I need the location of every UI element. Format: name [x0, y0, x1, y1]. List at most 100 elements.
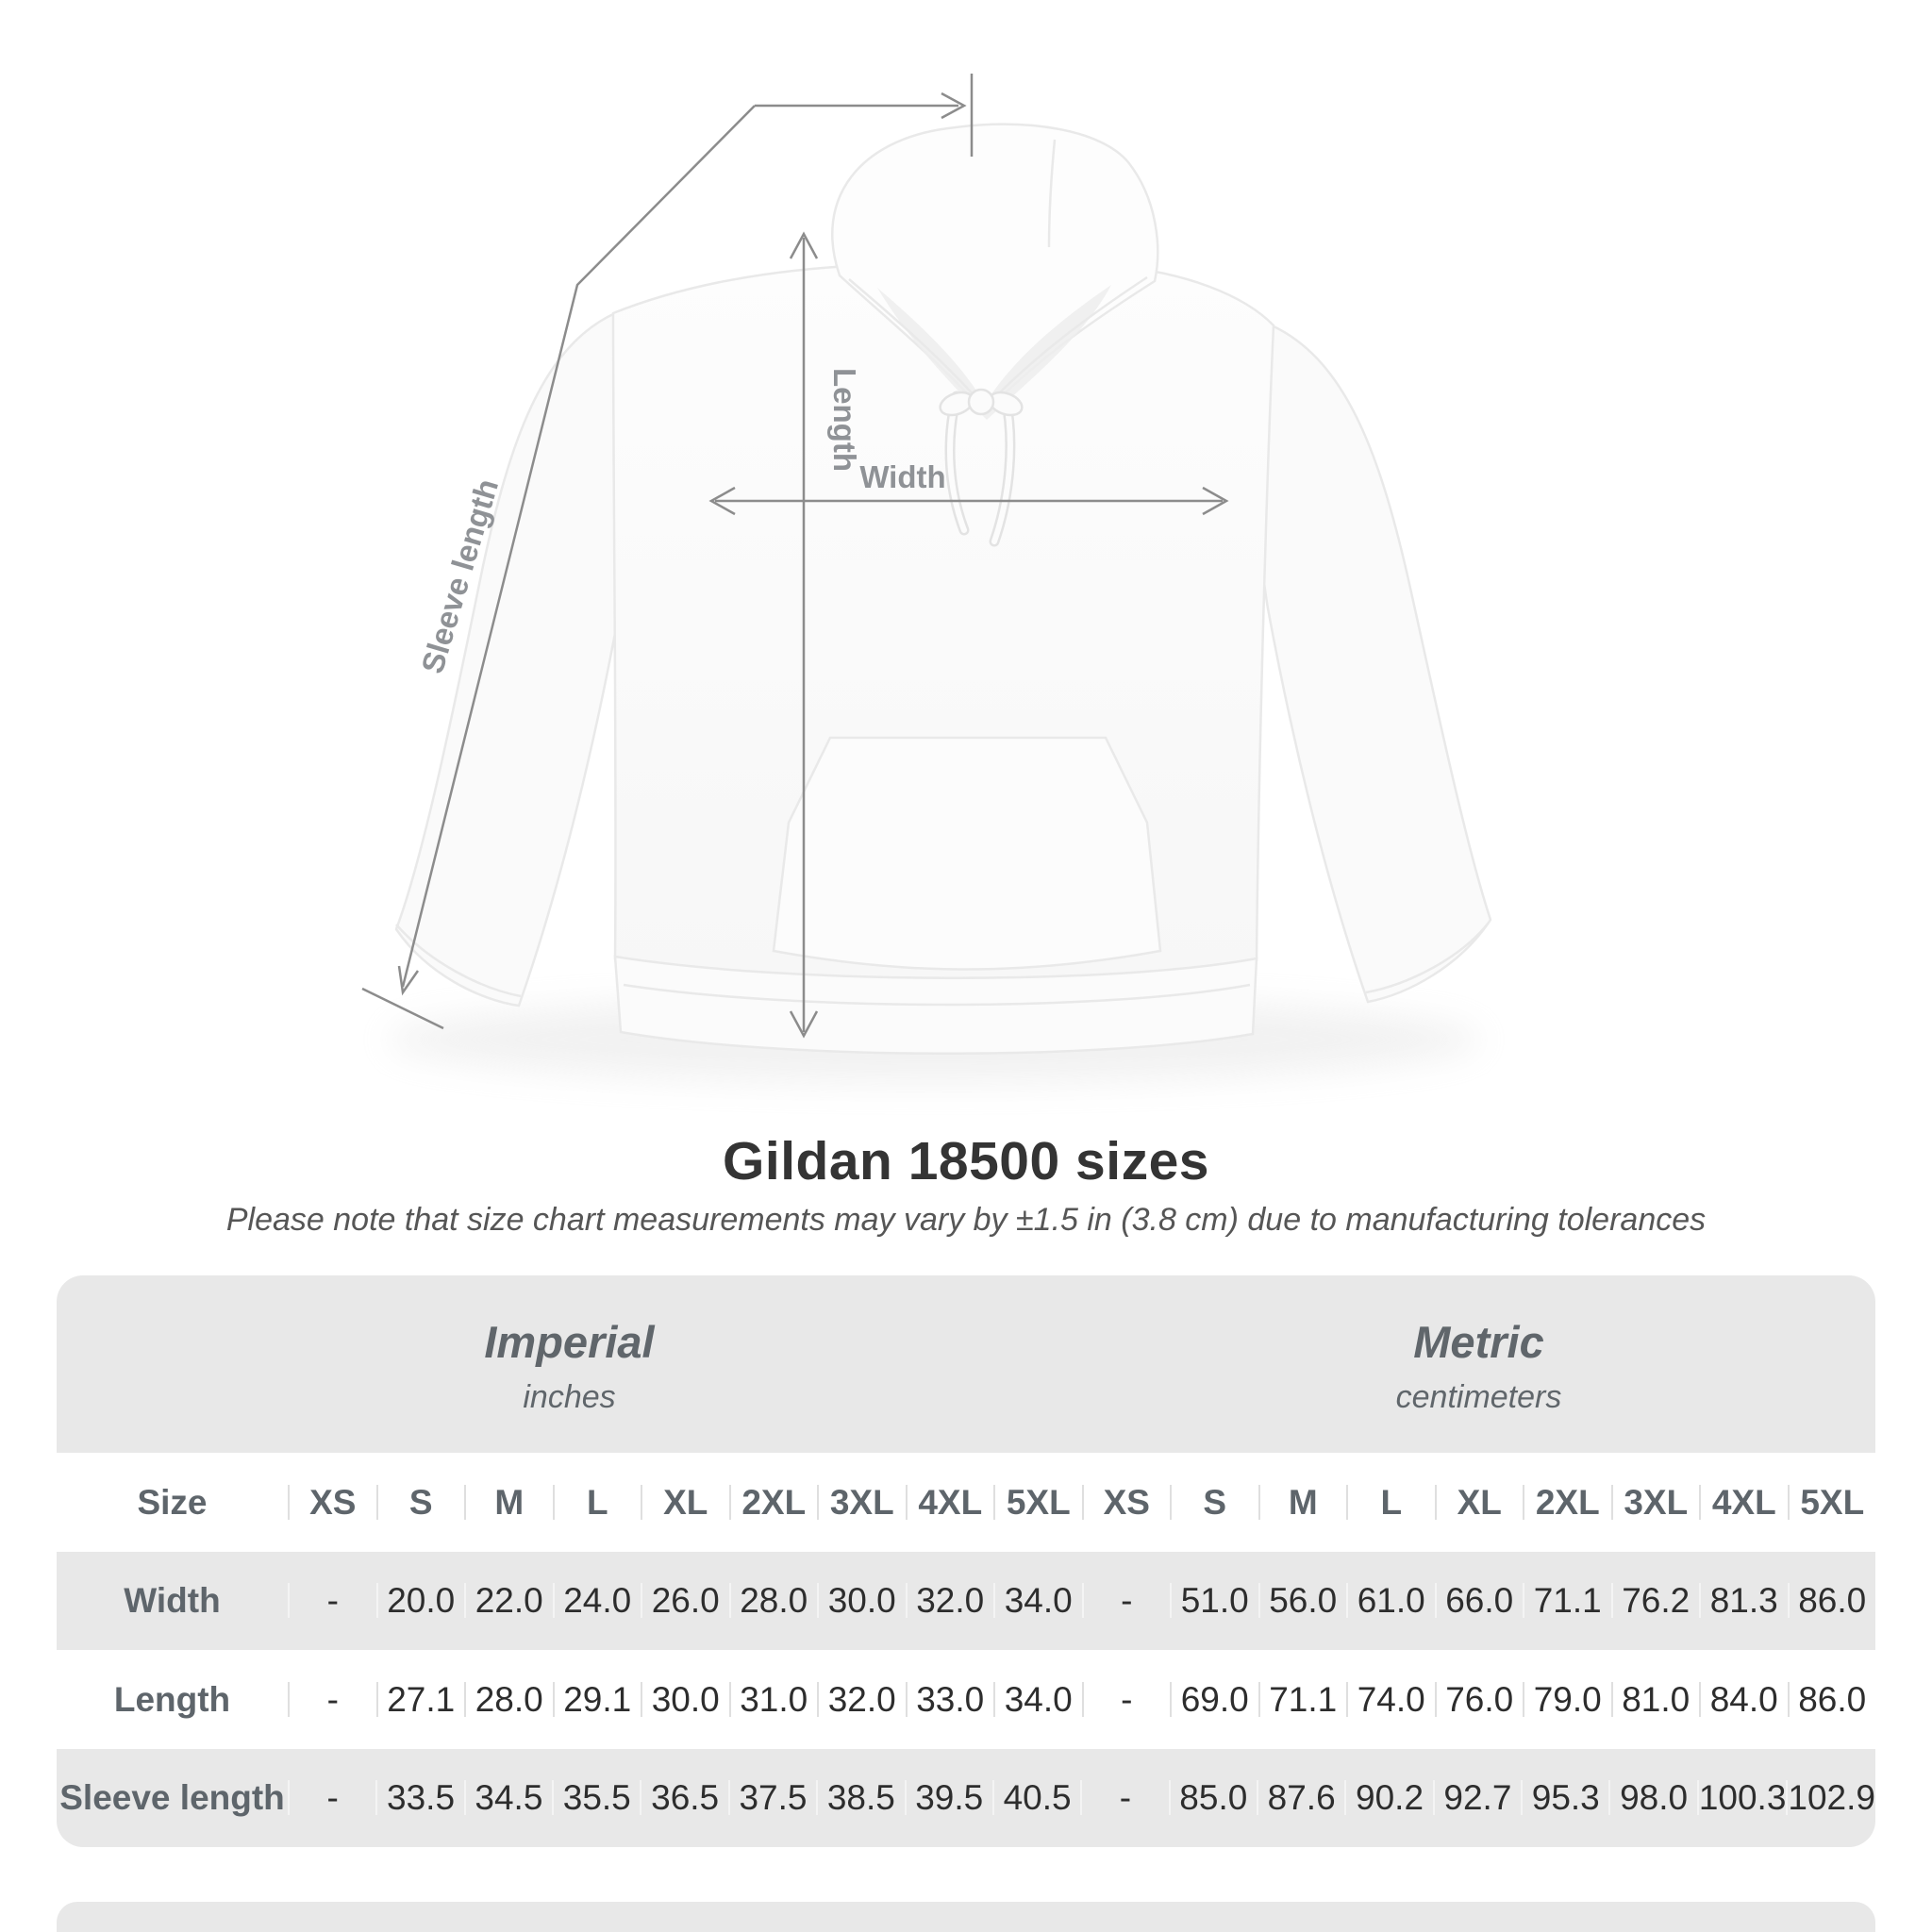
sleeve-length-end-arrowhead	[397, 965, 420, 996]
column-header-imperial-s: S	[375, 1484, 465, 1520]
column-header-metric-2xl: 2XL	[1523, 1484, 1611, 1520]
width-right-arrowhead	[1202, 486, 1229, 516]
column-header-metric-xs: XS	[1081, 1484, 1171, 1520]
hoodie-right-sleeve	[1254, 324, 1492, 1004]
column-header-metric-m: M	[1257, 1484, 1347, 1520]
row-label: Sleeve length	[59, 1778, 285, 1818]
value-cell: 38.5	[816, 1780, 904, 1816]
value-cell: 71.1	[1257, 1681, 1347, 1717]
length-label: Length	[827, 368, 862, 472]
page-title: Gildan 18500 sizes	[723, 1131, 1209, 1191]
value-cell: 90.2	[1344, 1780, 1432, 1816]
value-cell: 33.5	[375, 1780, 463, 1816]
value-cell: 20.0	[375, 1583, 465, 1619]
value-cell: 24.0	[552, 1583, 641, 1619]
value-cell: 22.0	[464, 1583, 553, 1619]
length-top-arrowhead	[789, 231, 819, 259]
value-cell: 71.1	[1523, 1583, 1611, 1619]
unit-group-imperial: Imperial inches	[57, 1275, 1082, 1453]
column-header-imperial-4xl: 4XL	[905, 1484, 994, 1520]
sleeve-length-right-arrowhead	[941, 92, 967, 120]
value-cell: 39.5	[904, 1780, 992, 1816]
value-cell: 100.3	[1696, 1778, 1787, 1818]
value-cell: -	[1080, 1780, 1168, 1816]
hood-center-seam	[1047, 139, 1057, 248]
value-cell: 35.5	[552, 1780, 640, 1816]
value-cell: 32.0	[817, 1681, 906, 1717]
measure-row-0: Width -20.0 22.0 24.0 26.0 28.0 30.0 32.0 34.0-5…	[57, 1551, 1876, 1650]
value-cell: 87.6	[1256, 1780, 1344, 1816]
value-cell: 79.0	[1523, 1681, 1611, 1717]
next-section-edge	[57, 1902, 1875, 1932]
hem-seam	[623, 983, 1251, 1007]
sleeve-length-diagonal-line	[401, 105, 756, 988]
column-header-imperial-m: M	[464, 1484, 553, 1520]
length-arrow	[789, 231, 819, 1039]
value-cell: -	[1081, 1681, 1171, 1717]
column-header-metric-s: S	[1170, 1484, 1258, 1520]
value-cell: 85.0	[1168, 1780, 1257, 1816]
column-header-metric-3xl: 3XL	[1610, 1484, 1700, 1520]
sleeve-length-arrow	[361, 74, 974, 1030]
column-header-imperial-5xl: 5XL	[993, 1484, 1082, 1520]
value-cell: 69.0	[1170, 1681, 1258, 1717]
width-label: Width	[859, 459, 945, 494]
value-cell: 61.0	[1346, 1583, 1435, 1619]
column-header-imperial-xs: XS	[288, 1484, 376, 1520]
value-cell: 84.0	[1699, 1681, 1788, 1717]
value-cell: -	[288, 1583, 376, 1619]
value-cell: 74.0	[1346, 1681, 1435, 1717]
row-label: Length	[113, 1679, 231, 1719]
value-cell: -	[1081, 1583, 1171, 1619]
length-bottom-arrowhead	[789, 1010, 819, 1039]
value-cell: 31.0	[728, 1681, 818, 1717]
right-cuff-seam	[1365, 922, 1490, 994]
width-arrow	[708, 486, 1229, 516]
value-cell: 102.9	[1786, 1778, 1875, 1818]
hood-neckline-seam	[848, 275, 1148, 408]
value-cell: 30.0	[817, 1583, 906, 1619]
column-header-metric-5xl: 5XL	[1787, 1484, 1876, 1520]
row-label: Width	[124, 1581, 221, 1621]
measure-row-1: Length -27.1 28.0 29.1 30.0 31.0 32.0 33.0 34.0-…	[57, 1650, 1875, 1749]
unit-group-imperial-unit: inches	[523, 1379, 616, 1415]
value-cell: 28.0	[464, 1681, 553, 1717]
page-subtitle: Please note that size chart measurements…	[225, 1202, 1707, 1238]
value-cell: 34.0	[993, 1583, 1082, 1619]
value-cell: 30.0	[641, 1681, 729, 1717]
unit-band: Imperial inches Metric centimeters	[57, 1275, 1875, 1453]
value-cell: 81.0	[1610, 1681, 1700, 1717]
value-cell: 92.7	[1432, 1780, 1521, 1816]
hoodie-pocket	[772, 736, 1162, 971]
value-cell: 86.0	[1787, 1583, 1876, 1619]
value-cell: -	[288, 1780, 375, 1816]
value-cell: 76.2	[1610, 1583, 1700, 1619]
size-header-row: Size XS S M L XL 2XL 3XL 4XL 5XL XS S M L XL 2XL 3XL 4XL 5…	[57, 1453, 1875, 1552]
value-cell: 26.0	[641, 1583, 729, 1619]
drawstring-knot	[967, 388, 995, 416]
value-cell: 98.0	[1608, 1780, 1696, 1816]
left-cuff-seam	[395, 924, 522, 998]
hoodie-illustration	[394, 123, 1492, 1055]
unit-group-imperial-name: Imperial	[484, 1317, 655, 1367]
unit-group-metric-name: Metric	[1413, 1317, 1544, 1367]
value-cell: 95.3	[1521, 1780, 1608, 1816]
value-cell: 32.0	[905, 1583, 994, 1619]
width-left-arrowhead	[708, 486, 736, 516]
column-header-imperial-l: L	[552, 1484, 641, 1520]
value-cell: 51.0	[1170, 1583, 1258, 1619]
column-header-imperial-xl: XL	[641, 1484, 729, 1520]
column-header-imperial-3xl: 3XL	[817, 1484, 906, 1520]
column-header-metric-xl: XL	[1434, 1484, 1524, 1520]
value-cell: 28.0	[728, 1583, 818, 1619]
value-cell: 81.3	[1699, 1583, 1788, 1619]
value-cell: 33.0	[905, 1681, 994, 1717]
unit-group-metric: Metric centimeters	[1082, 1275, 1875, 1453]
value-cell: 37.5	[727, 1780, 816, 1816]
column-header-imperial-2xl: 2XL	[728, 1484, 818, 1520]
sleeve-length-cuff-tick	[361, 987, 444, 1030]
value-cell: 29.1	[552, 1681, 641, 1717]
value-cell: 76.0	[1434, 1681, 1524, 1717]
value-cell: 86.0	[1787, 1681, 1876, 1717]
